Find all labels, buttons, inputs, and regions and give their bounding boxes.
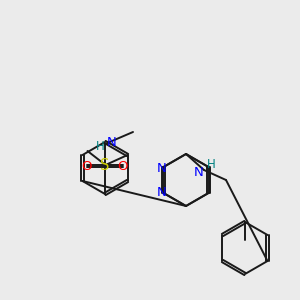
Text: O: O	[118, 160, 128, 172]
Text: O: O	[82, 160, 92, 172]
Text: H: H	[96, 140, 104, 152]
Text: S: S	[100, 158, 110, 173]
Text: N: N	[157, 161, 166, 175]
Text: N: N	[157, 187, 166, 200]
Text: N: N	[194, 166, 204, 178]
Text: H: H	[207, 158, 215, 170]
Text: N: N	[107, 136, 117, 148]
